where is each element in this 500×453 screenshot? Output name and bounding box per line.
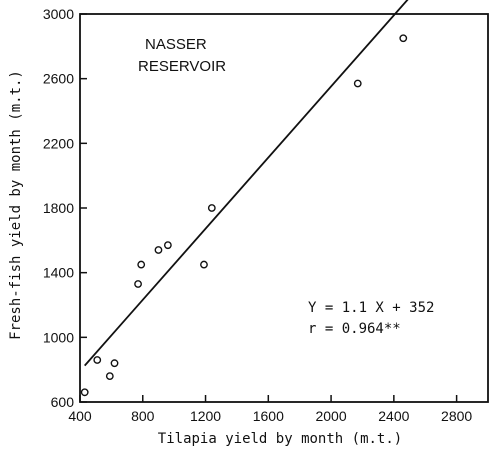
x-tick-label: 2800	[441, 408, 472, 424]
data-points	[80, 34, 408, 397]
data-point	[154, 246, 163, 254]
y-tick-label: 3000	[43, 6, 74, 22]
x-axis-ticks: 400 800 1200 1600 2000 2400 2800	[68, 395, 472, 424]
data-point	[353, 79, 362, 88]
correlation-coefficient: r = 0.964**	[308, 321, 401, 337]
reservoir-label-line1: NASSER	[145, 36, 207, 53]
data-point	[80, 388, 89, 397]
x-tick-label: 2000	[315, 408, 346, 424]
y-axis-title: Fresh-fish yield by month (m.t.)	[8, 70, 24, 340]
regression-line	[84, 0, 409, 367]
data-point	[110, 359, 119, 368]
y-axis-ticks: 600 1000 1400 1800 2200 2600 3000	[43, 6, 87, 410]
y-tick-label: 2600	[43, 71, 74, 87]
data-point	[105, 372, 114, 381]
data-point	[137, 260, 146, 269]
y-tick-label: 1400	[43, 265, 74, 281]
data-point	[207, 204, 216, 212]
y-tick-label: 600	[51, 394, 75, 410]
reservoir-label-line2: RESERVOIR	[138, 58, 226, 75]
x-tick-label: 400	[68, 408, 92, 424]
data-point	[93, 356, 102, 364]
x-tick-label: 2400	[378, 408, 409, 424]
regression-equation: Y = 1.1 X + 352	[308, 300, 434, 316]
data-point	[134, 280, 142, 288]
data-point	[200, 260, 208, 269]
y-tick-label: 1000	[43, 329, 74, 345]
x-tick-label: 1200	[190, 408, 221, 424]
x-axis-title: Tilapia yield by month (m.t.)	[158, 431, 402, 447]
data-point	[163, 241, 172, 250]
data-point	[399, 34, 408, 43]
x-tick-label: 800	[131, 408, 155, 424]
x-tick-label: 1600	[253, 408, 284, 424]
y-tick-label: 2200	[43, 135, 74, 151]
y-tick-label: 1800	[43, 200, 74, 216]
